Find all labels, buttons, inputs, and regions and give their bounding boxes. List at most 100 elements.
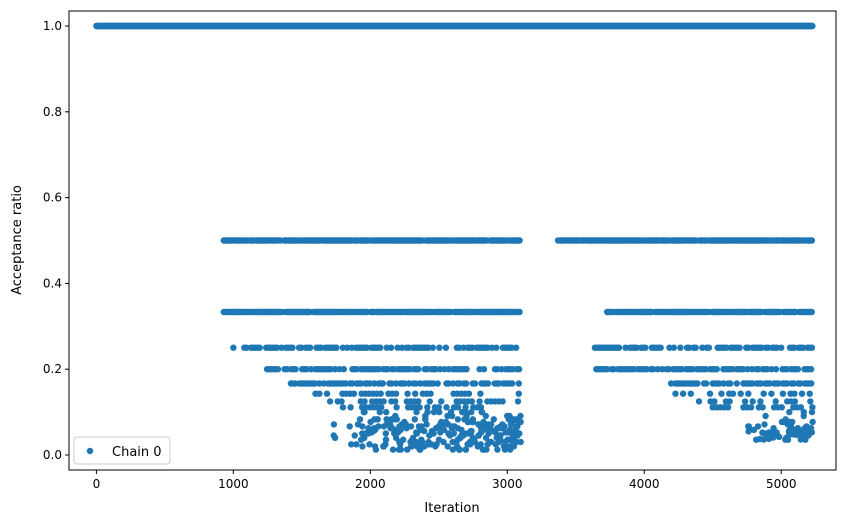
y-tick-label: 0.4: [43, 276, 62, 290]
data-point: [404, 390, 411, 397]
data-point: [757, 380, 765, 387]
data-point: [392, 398, 399, 405]
data-point: [379, 380, 387, 387]
data-point: [800, 408, 807, 416]
data-point: [687, 390, 694, 397]
data-point: [778, 404, 785, 411]
data-point: [806, 390, 813, 397]
data-point: [380, 443, 387, 450]
data-point: [679, 390, 687, 397]
data-point: [615, 344, 623, 351]
data-point: [391, 430, 398, 437]
data-point: [737, 390, 744, 397]
data-point: [449, 446, 457, 453]
data-point: [427, 390, 434, 397]
data-point: [339, 344, 347, 351]
data-point: [367, 418, 374, 426]
data-point: [437, 366, 444, 373]
data-point: [726, 398, 733, 405]
data-point: [490, 416, 497, 423]
data-point: [351, 432, 358, 439]
data-point: [736, 344, 743, 351]
data-point: [750, 426, 758, 433]
data-point: [396, 423, 403, 430]
data-point: [430, 408, 438, 416]
data-point: [444, 412, 451, 420]
data-point: [477, 404, 485, 411]
data-point: [724, 404, 732, 411]
data-point: [460, 432, 467, 439]
data-point: [778, 344, 785, 351]
data-point: [353, 441, 360, 448]
data-point: [423, 421, 430, 428]
data-point: [809, 418, 816, 426]
data-point: [384, 366, 391, 373]
data-point: [415, 366, 422, 373]
data-point: [415, 423, 423, 430]
data-point: [484, 380, 492, 387]
x-axis-label: Iteration: [424, 501, 479, 516]
data-point: [436, 344, 443, 351]
data-point: [516, 308, 523, 316]
data-point: [289, 344, 296, 351]
data-point: [809, 404, 816, 411]
data-point: [790, 426, 798, 433]
data-point: [665, 366, 672, 373]
data-point: [436, 408, 443, 416]
data-point: [759, 404, 766, 411]
data-point: [243, 344, 250, 351]
data-point: [779, 390, 787, 397]
data-point: [797, 380, 804, 387]
data-point: [483, 446, 490, 453]
data-point: [487, 438, 495, 446]
data-point: [462, 404, 469, 411]
data-point: [348, 441, 355, 448]
data-point: [468, 398, 476, 405]
data-point: [363, 344, 371, 351]
data-point: [702, 366, 710, 373]
data-point: [477, 441, 484, 448]
data-point: [445, 430, 452, 437]
data-point: [488, 344, 496, 351]
data-point: [230, 344, 237, 351]
data-point: [745, 428, 752, 435]
data-point: [380, 398, 387, 405]
data-point: [393, 416, 400, 423]
data-point: [373, 416, 381, 423]
data-point: [426, 398, 433, 405]
data-point: [418, 436, 425, 443]
data-point: [430, 380, 437, 387]
data-point: [412, 380, 419, 387]
data-point: [678, 366, 685, 373]
data-point: [720, 380, 727, 387]
data-point: [807, 398, 814, 405]
data-point: [392, 380, 400, 387]
data-point: [342, 380, 349, 387]
data-point: [515, 366, 523, 373]
data-point: [791, 390, 798, 397]
data-point: [482, 434, 490, 441]
data-point: [454, 404, 462, 411]
data-point: [450, 430, 458, 437]
data-point: [749, 380, 756, 387]
axes-frame: [68, 10, 837, 471]
data-point: [392, 390, 400, 397]
data-point: [667, 380, 675, 387]
data-point: [433, 441, 440, 448]
data-point: [376, 408, 383, 416]
data-point: [713, 366, 720, 373]
data-point: [808, 237, 816, 244]
data-point: [442, 418, 450, 426]
data-point: [471, 436, 478, 443]
data-point: [514, 398, 522, 405]
data-point: [372, 446, 380, 453]
data-point: [512, 344, 520, 351]
data-point: [455, 446, 463, 453]
data-point: [326, 398, 334, 405]
data-point: [797, 404, 805, 411]
data-point: [692, 344, 699, 351]
data-point: [748, 366, 756, 373]
data-point: [353, 366, 361, 373]
data-point: [729, 390, 737, 397]
data-point: [387, 344, 395, 351]
